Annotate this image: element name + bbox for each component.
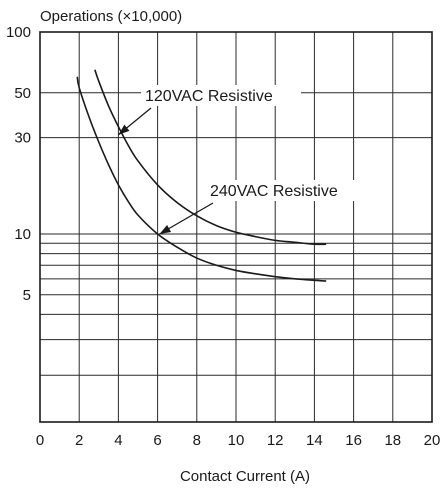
x-tick-label-4: 4 bbox=[114, 432, 122, 449]
x-tick-label-18: 18 bbox=[384, 432, 401, 449]
series-line-120vac-resistive bbox=[94, 69, 327, 246]
x-tick-label-10: 10 bbox=[228, 432, 245, 449]
y-tick-label-5: 5 bbox=[23, 287, 31, 304]
x-tick-label-12: 12 bbox=[267, 432, 284, 449]
annotation-arrowhead-0 bbox=[118, 124, 130, 135]
y-gridlines bbox=[40, 92, 432, 376]
x-tick-label-0: 0 bbox=[36, 432, 44, 449]
y-tick-label-10: 10 bbox=[14, 226, 31, 243]
x-tick-label-8: 8 bbox=[193, 432, 201, 449]
y-tick-label-100: 100 bbox=[6, 24, 31, 41]
y-tick-label-50: 50 bbox=[14, 85, 31, 102]
annotation-background-1 bbox=[206, 180, 366, 201]
y-tick-label-30: 30 bbox=[14, 130, 31, 147]
annotation-label-1: 240VAC Resistive bbox=[210, 183, 338, 200]
y-tick-labels: 100 50 30 10 5 bbox=[6, 24, 31, 304]
x-tick-labels: 0 2 4 6 8 10 12 14 16 18 20 bbox=[36, 432, 441, 449]
series-layer bbox=[76, 69, 327, 282]
x-tick-label-2: 2 bbox=[75, 432, 83, 449]
x-tick-label-14: 14 bbox=[306, 432, 323, 449]
annotation-background-0 bbox=[141, 85, 301, 106]
plot-frame bbox=[39, 31, 433, 423]
annotation-layer: 120VAC Resistive 240VAC Resistive bbox=[117, 85, 366, 235]
chart-title-background bbox=[38, 8, 185, 25]
annotation-label-0: 120VAC Resistive bbox=[145, 88, 273, 105]
annotation-arrowhead-1 bbox=[159, 225, 172, 234]
x-tick-label-6: 6 bbox=[153, 432, 161, 449]
x-axis-title: Contact Current (A) bbox=[180, 468, 310, 485]
x-tick-label-20: 20 bbox=[424, 432, 441, 449]
chart-title: Operations (×10,000) bbox=[40, 8, 182, 25]
series-line-240vac-resistive bbox=[76, 76, 327, 282]
x-tick-label-16: 16 bbox=[345, 432, 362, 449]
